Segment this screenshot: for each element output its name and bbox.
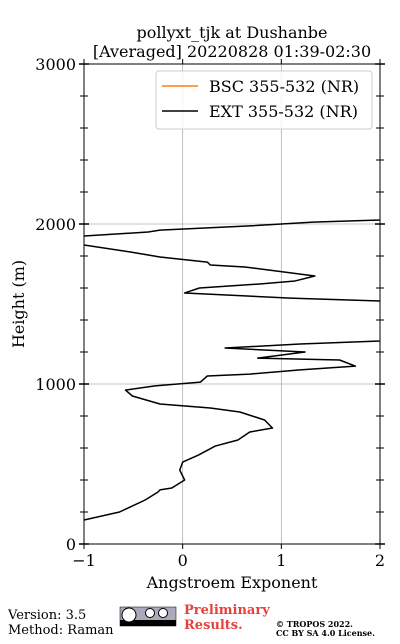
version: Version: 3.5 [7, 608, 86, 623]
cc-badge [119, 606, 177, 627]
legend-box [155, 70, 373, 130]
plot-frame [83, 63, 381, 545]
y-tick-label: 3000 [35, 55, 76, 74]
preliminary: Preliminary [184, 603, 270, 618]
copyright: © TROPOS 2022. [276, 619, 353, 629]
legend-label: EXT 355-532 (NR) [209, 102, 358, 121]
x-tick-label: 1 [276, 551, 286, 570]
x-tick-label: 0 [178, 551, 188, 570]
plot-lines [84, 219, 380, 521]
chart-subtitle: [Averaged] 20220828 01:39-02:30 [93, 42, 371, 61]
legend: BSC 355-532 (NR) EXT 355-532 (NR) [155, 70, 373, 130]
x-axis-label: Angstroem Exponent [146, 573, 318, 592]
x-tick-label: −1 [72, 551, 96, 570]
grid [83, 63, 381, 545]
y-axis-label: Height (m) [9, 260, 28, 348]
legend-label: BSC 355-532 (NR) [209, 77, 359, 96]
y-tick-label: 2000 [35, 215, 76, 234]
y-tick-label: 1000 [35, 375, 76, 394]
chart-title: pollyxt_tjk at Dushanbe [136, 23, 327, 42]
y-tick-label: 0 [66, 535, 76, 554]
x-tick-label: 2 [375, 551, 385, 570]
method: Method: Raman [8, 623, 114, 638]
profile-line [84, 219, 380, 521]
results: Results. [184, 618, 243, 633]
license: CC BY SA 4.0 License. [276, 628, 375, 638]
